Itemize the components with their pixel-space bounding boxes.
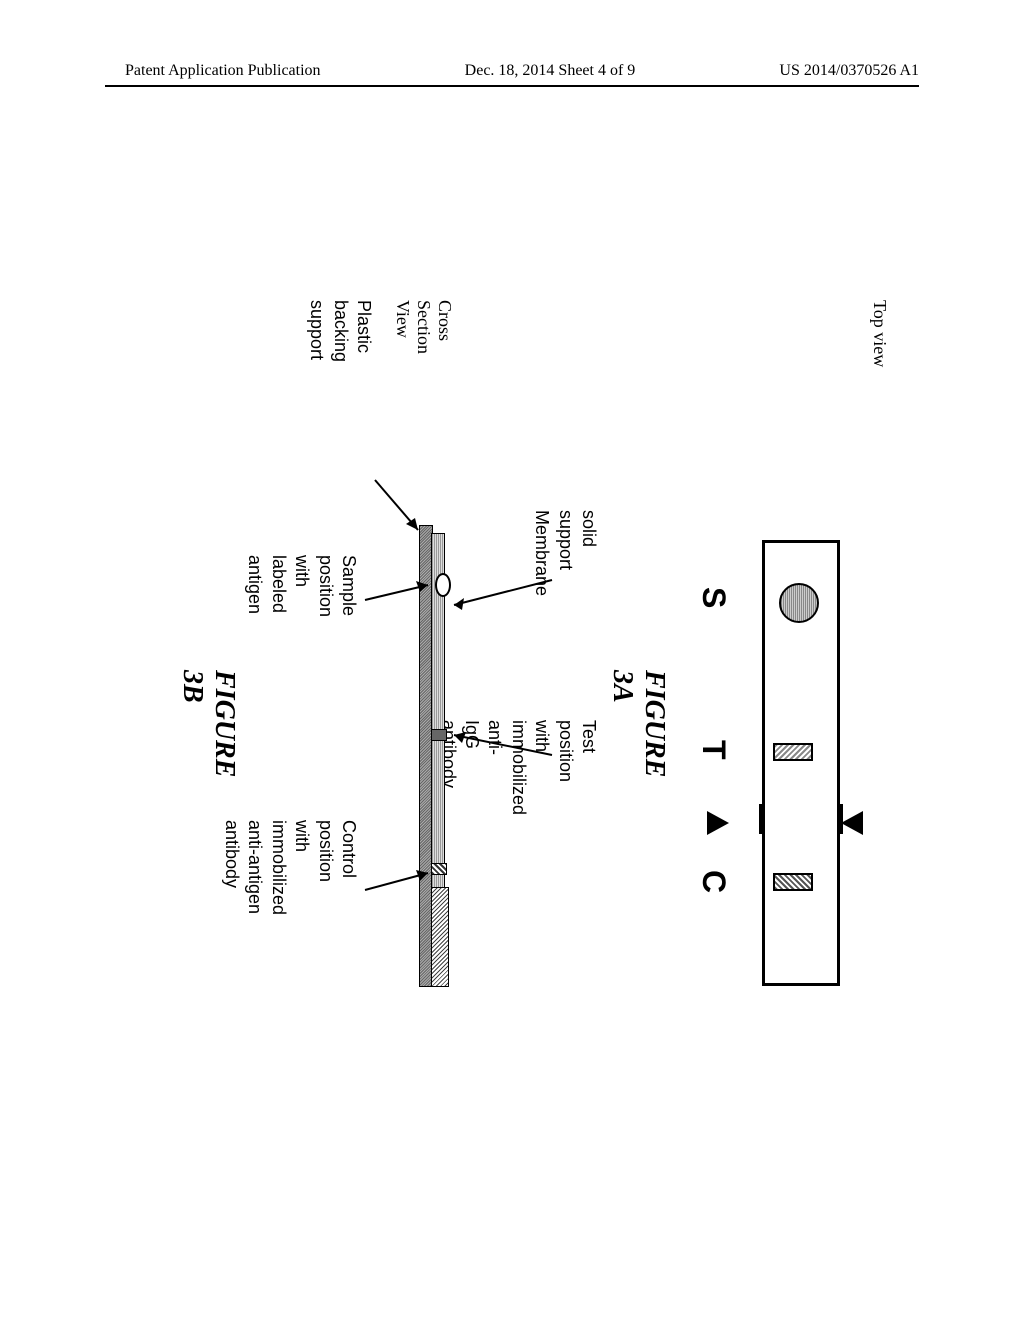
s-label: S xyxy=(695,587,732,608)
cs-control-band xyxy=(431,863,447,875)
flow-arrow-up xyxy=(707,811,729,835)
cross-section-label: Cross Section View xyxy=(392,300,455,380)
diagram-container: Top view S T C FIGURE 3A Cross Section V… xyxy=(110,300,910,1080)
cs-test-band xyxy=(431,729,447,741)
figure-3b-caption: FIGURE 3B xyxy=(176,670,240,777)
header-divider xyxy=(105,85,919,87)
t-label: T xyxy=(695,740,732,760)
control-line-stripe xyxy=(773,873,813,891)
top-view-label: Top view xyxy=(869,300,890,367)
header-center: Dec. 18, 2014 Sheet 4 of 9 xyxy=(465,62,636,80)
backing-arrow xyxy=(370,480,420,540)
flow-line-top xyxy=(840,804,843,834)
header-right: US 2014/0370526 A1 xyxy=(779,62,919,80)
header-left: Patent Application Publication xyxy=(125,62,321,80)
flow-line-bottom xyxy=(759,804,762,834)
test-line-stripe xyxy=(773,743,813,761)
control-arrow xyxy=(360,870,430,910)
membrane-arrow xyxy=(452,570,552,620)
sample-position-circle xyxy=(779,583,819,623)
cs-absorbent-pad xyxy=(431,887,449,987)
sample-label: Sample position with labeled antigen xyxy=(243,555,360,617)
c-label: C xyxy=(695,870,732,893)
flow-arrow-down xyxy=(841,811,863,835)
backing-label: Plastic backing support xyxy=(305,300,375,380)
test-strip-top-view xyxy=(762,540,840,986)
cs-sample-position xyxy=(435,573,451,597)
figure-3a-caption: FIGURE 3A xyxy=(606,670,670,777)
page-header: Patent Application Publication Dec. 18, … xyxy=(0,62,1024,80)
sample-arrow xyxy=(360,580,430,620)
control-label: Control position with immobilized anti-a… xyxy=(220,820,360,915)
test-position-arrow xyxy=(452,730,552,780)
